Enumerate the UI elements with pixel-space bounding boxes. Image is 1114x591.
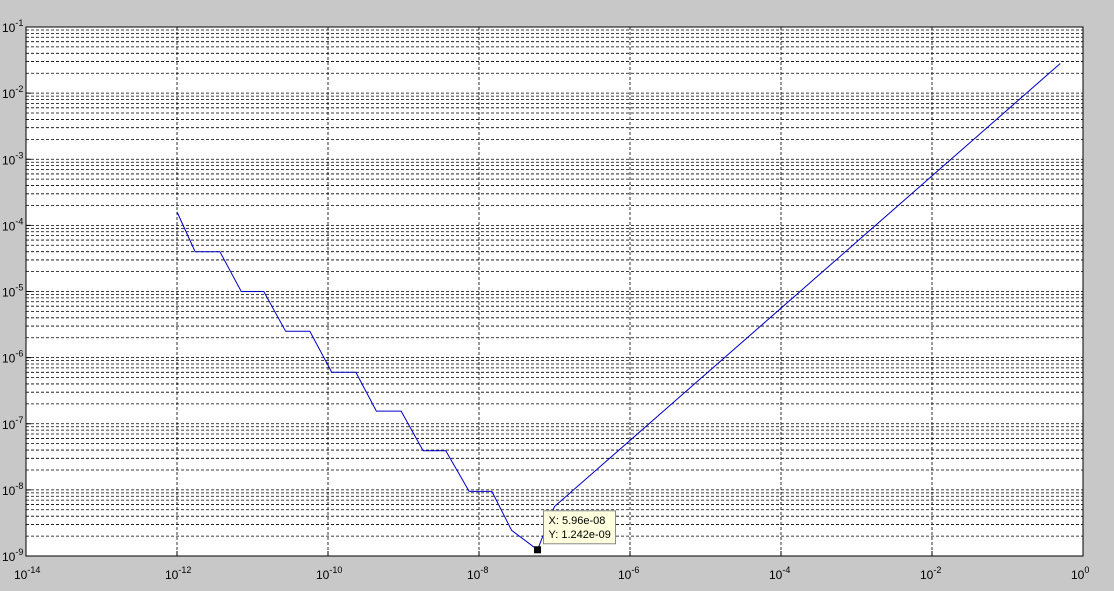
y-tick-label: 10-1	[2, 18, 23, 35]
x-tick-base: 10	[467, 568, 481, 582]
y-tick-exponent: -1	[15, 18, 23, 28]
x-tick-exponent: -6	[631, 565, 639, 575]
datatip-y: Y: 1.242e-09	[549, 529, 611, 541]
x-tick-base: 10	[316, 568, 330, 582]
axes-box	[25, 26, 1084, 557]
y-tick-exponent: -4	[15, 216, 23, 226]
y-tick-base: 10	[2, 286, 16, 300]
x-tick-exponent: -12	[178, 565, 191, 575]
y-tick-label: 10-9	[2, 547, 23, 564]
y-tick-exponent: -8	[15, 481, 23, 491]
x-tick-label: 10-14	[14, 565, 40, 582]
y-tick-base: 10	[2, 87, 16, 101]
x-tick-base: 10	[618, 568, 632, 582]
plot-area	[26, 27, 1083, 556]
y-tick-label: 10-6	[2, 349, 23, 366]
y-tick-base: 10	[2, 219, 16, 233]
y-tick-base: 10	[2, 484, 16, 498]
x-tick-base: 10	[1071, 568, 1085, 582]
y-tick-label: 10-3	[2, 150, 23, 167]
y-tick-label: 10-5	[2, 283, 23, 300]
y-tick-exponent: -9	[15, 547, 23, 557]
x-tick-exponent: -8	[480, 565, 488, 575]
y-tick-exponent: -3	[15, 150, 23, 160]
x-tick-base: 10	[769, 568, 783, 582]
y-tick-base: 10	[2, 418, 16, 432]
y-tick-base: 10	[2, 550, 16, 564]
y-tick-base: 10	[2, 153, 16, 167]
y-tick-exponent: -2	[15, 84, 23, 94]
x-tick-exponent: 0	[1084, 565, 1089, 575]
y-tick-label: 10-4	[2, 216, 23, 233]
y-tick-label: 10-7	[2, 415, 23, 432]
y-tick-label: 10-2	[2, 84, 23, 101]
y-tick-exponent: -5	[15, 283, 23, 293]
x-tick-base: 10	[920, 568, 934, 582]
x-tick-label: 10-12	[165, 565, 191, 582]
x-tick-exponent: -14	[27, 565, 40, 575]
x-tick-label: 10-4	[769, 565, 790, 582]
x-tick-exponent: -2	[933, 565, 941, 575]
x-tick-base: 10	[14, 568, 28, 582]
x-tick-label: 10-8	[467, 565, 488, 582]
y-tick-base: 10	[2, 352, 16, 366]
x-tick-label: 10-2	[920, 565, 941, 582]
x-tick-label: 100	[1071, 565, 1089, 582]
datatip-x: X: 5.96e-08	[549, 515, 606, 527]
y-tick-base: 10	[2, 21, 16, 35]
y-tick-label: 10-8	[2, 481, 23, 498]
x-tick-label: 10-6	[618, 565, 639, 582]
x-tick-exponent: -10	[329, 565, 342, 575]
y-tick-exponent: -6	[15, 349, 23, 359]
x-tick-exponent: -4	[782, 565, 790, 575]
data-line	[176, 63, 1061, 551]
datatip-box	[543, 510, 617, 545]
x-tick-base: 10	[165, 568, 179, 582]
y-tick-exponent: -7	[15, 415, 23, 425]
datatip-marker	[534, 546, 542, 554]
x-tick-label: 10-10	[316, 565, 342, 582]
